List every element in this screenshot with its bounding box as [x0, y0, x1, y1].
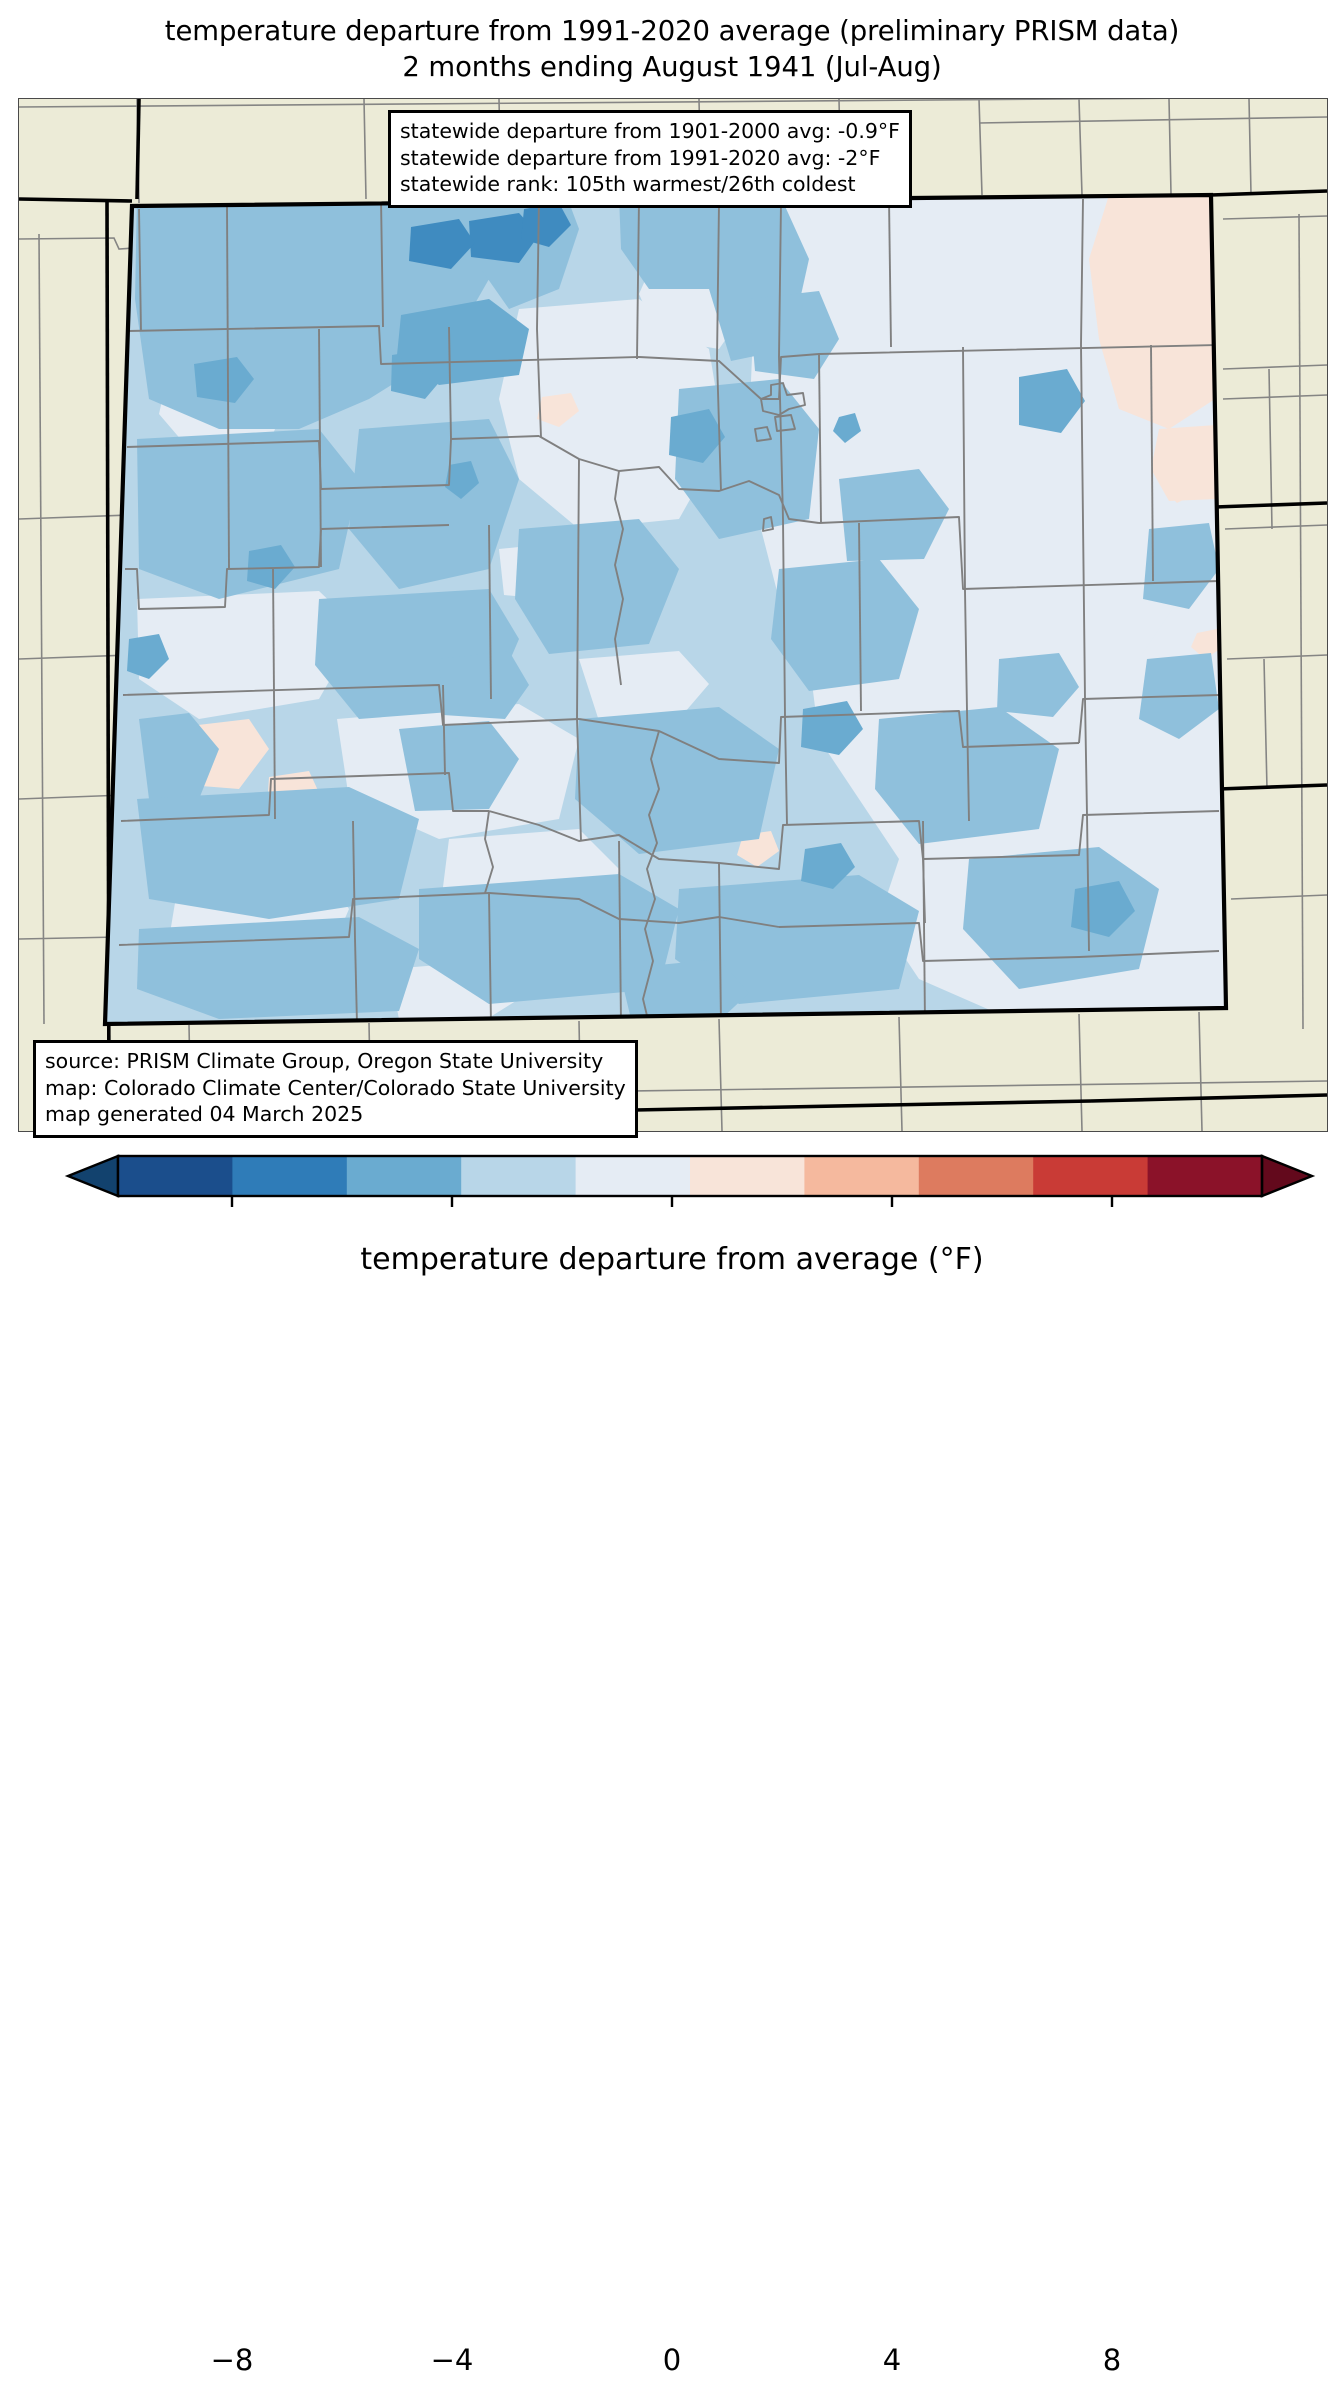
temperature-departure-raster [105, 195, 1226, 1024]
title-line-1: temperature departure from 1991-2020 ave… [164, 15, 1180, 47]
colorbar-band-2 [346, 1156, 462, 1196]
stats-line-2: statewide departure from 1991-2020 avg: … [400, 145, 881, 170]
colorbar-outline [116, 1154, 1264, 1198]
colorbar-tick-label-4: 8 [1102, 2343, 1122, 2377]
source-credit-box: source: PRISM Climate Group, Oregon Stat… [33, 1040, 638, 1138]
colorbar-band-5 [690, 1156, 805, 1196]
statewide-stats-box: statewide departure from 1901-2000 avg: … [388, 110, 912, 208]
class-minus6-to-minus4 [409, 203, 571, 269]
colorado-temperature-departure-map [19, 99, 1327, 1131]
colorbar-extend-min [64, 1154, 120, 1198]
colorado-county-lines [118, 198, 1226, 1024]
title-line-2: 2 months ending August 1941 (Jul-Aug) [402, 50, 942, 83]
colorbar-swatches [64, 1154, 1316, 1207]
class-minus4-to-minus2-core [127, 299, 1135, 1024]
neighbor-county-lines [19, 99, 1327, 1131]
source-line-1: source: PRISM Climate Group, Oregon Stat… [45, 1049, 604, 1073]
colorbar-axis-title: temperature departure from average (°F) [360, 1242, 984, 1277]
colorbar-tick-label-2: 0 [662, 2343, 682, 2377]
colorbar-band-group [64, 1154, 1316, 1198]
stats-line-3: statewide rank: 105th warmest/26th colde… [400, 172, 856, 197]
colorbar-band-1 [232, 1156, 348, 1196]
colorbar-tick-labels: −8 −4 0 4 8 [0, 2343, 1344, 2389]
colorbar-band-3 [461, 1156, 577, 1196]
colorbar-band-6 [804, 1156, 920, 1196]
colorbar-tick-label-3: 4 [882, 2343, 902, 2377]
colorbar-band-0 [118, 1156, 233, 1196]
stats-line-1: statewide departure from 1901-2000 avg: … [400, 119, 900, 143]
colorbar-band-4 [575, 1156, 691, 1196]
page-title: temperature departure from 1991-2020 ave… [0, 14, 1344, 86]
colorbar-tick-label-0: −8 [210, 2343, 254, 2377]
colorbar-band-9 [1147, 1156, 1263, 1196]
map-panel[interactable] [18, 98, 1328, 1132]
colorbar-extend-max [1260, 1154, 1316, 1198]
colorbar-tick-marks [230, 1196, 1114, 1207]
colorbar-band-7 [918, 1156, 1034, 1196]
source-line-2: map: Colorado Climate Center/Colorado St… [45, 1075, 626, 1100]
colorbar-tick-label-1: −4 [430, 2343, 474, 2377]
colorbar-band-8 [1033, 1156, 1149, 1196]
source-line-3: map generated 04 March 2025 [45, 1102, 364, 1127]
